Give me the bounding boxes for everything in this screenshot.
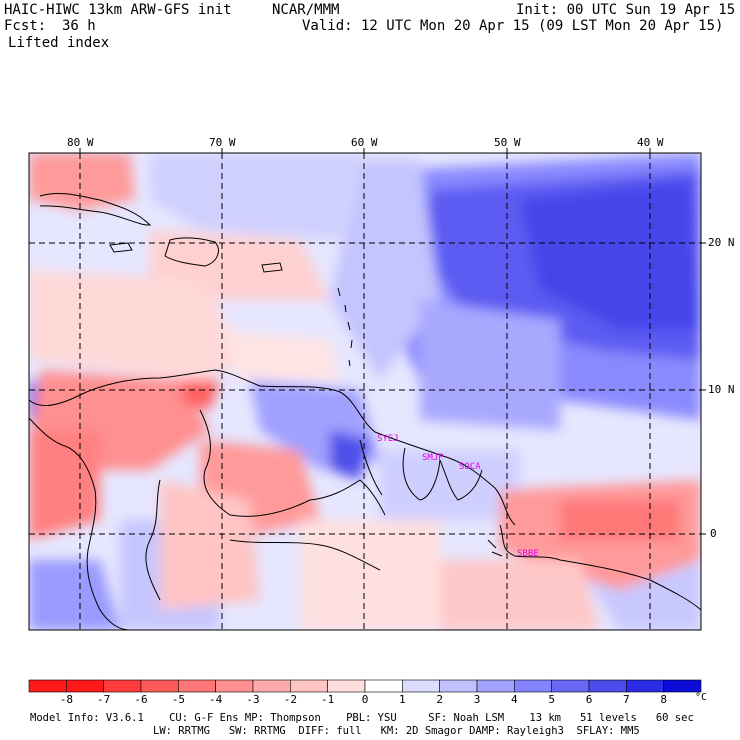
colorbar-label: -8 [59,693,73,706]
colorbar-label: 0 [361,693,369,706]
station-smjp: SMJP [422,453,444,463]
colorbar-swatch [402,679,440,693]
lon-label-50w: 50 W [494,136,521,149]
colorbar-label: -4 [209,693,223,706]
init-time: Init: 00 UTC Sun 19 Apr 15 [516,2,736,18]
colorbar-swatch [66,679,104,693]
lon-label-70w: 70 W [209,136,236,149]
colorbar-label: 1 [399,693,406,706]
coastlines [29,193,701,630]
colorbar-unit: °C [695,692,708,703]
colorbar-swatch [364,679,403,693]
colorbar-swatch [28,679,67,693]
colorbar-label: -2 [283,693,297,706]
valid-time: Valid: 12 UTC Mon 20 Apr 15 (09 LST Mon … [302,18,724,34]
colorbar-swatch [514,679,552,693]
model-info-line1: Model Info: V3.6.1 CU: G-F Ens MP: Thomp… [30,712,694,724]
org-label: NCAR/MMM [272,2,340,18]
station-sbbe: SBBE [517,549,539,559]
top-ticks [79,148,706,535]
lat-label-20n: 20 N [708,236,735,249]
colorbar-swatch [551,679,590,693]
colorbar-label: 2 [436,693,443,706]
lon-label-60w: 60 W [351,136,378,149]
colorbar-swatch [178,679,216,693]
colorbar-swatch [140,679,179,693]
colorbar-label: 4 [511,693,518,706]
colorbar-label: 5 [548,693,555,706]
colorbar-label: -1 [321,693,335,706]
lat-label-0: 0 [710,527,717,540]
station-syej: SYEJ [377,434,399,444]
colorbar-label: 8 [660,693,667,706]
colorbar-swatch [439,679,478,693]
model-info-line2: LW: RRTMG SW: RRTMG DIFF: full KM: 2D Sm… [153,725,640,737]
colorbar-label: -6 [134,693,148,706]
colorbar-label: 7 [623,693,630,706]
lon-label-80w: 80 W [67,136,94,149]
colorbar-swatch [327,679,366,693]
colorbar-label: -3 [246,693,260,706]
colorbar-swatch [588,679,627,693]
lon-label-40w: 40 W [637,136,664,149]
colorbar-swatch [663,679,702,693]
colorbar-label: -7 [97,693,111,706]
graticule [29,153,701,630]
map-frame [28,152,702,631]
colorbar-swatch [476,679,515,693]
colorbar-label: 3 [473,693,481,706]
colorbar-swatch [290,679,328,693]
station-soca: SOCA [459,462,481,472]
fcst-label: Fcst: [4,18,47,34]
colorbar-label: -5 [171,693,185,706]
colorbar-swatch [103,679,142,693]
colorbar-swatch [626,679,664,693]
lat-label-10n: 10 N [708,383,735,396]
model-title: HAIC-HIWC 13km ARW-GFS init [4,2,232,18]
fcst-value: 36 h [62,18,96,34]
colorbar-swatch [215,679,254,693]
colorbar-swatch [252,679,291,693]
field-shading [29,153,701,630]
field-name: Lifted index [8,35,110,51]
colorbar-label: 6 [585,693,593,706]
colorbar [28,679,702,693]
